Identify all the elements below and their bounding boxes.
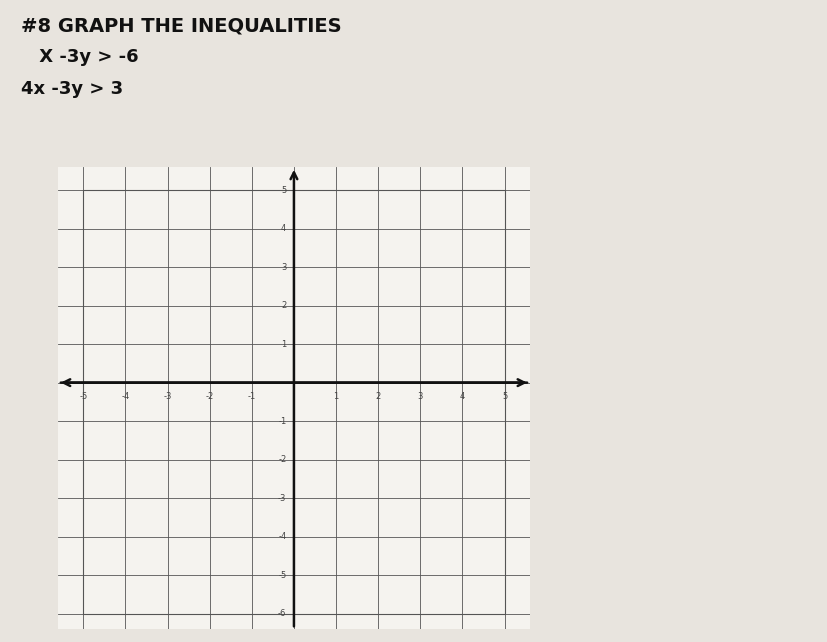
Text: -4: -4 <box>278 532 286 541</box>
Text: -4: -4 <box>121 392 129 401</box>
Text: -1: -1 <box>278 417 286 426</box>
Text: X -3y > -6: X -3y > -6 <box>33 48 139 66</box>
Text: -1: -1 <box>247 392 256 401</box>
Text: -2: -2 <box>278 455 286 464</box>
Text: 3: 3 <box>417 392 423 401</box>
Text: -3: -3 <box>278 494 286 503</box>
Text: -3: -3 <box>163 392 171 401</box>
Text: 5: 5 <box>501 392 507 401</box>
Text: 3: 3 <box>280 263 286 272</box>
Text: -5: -5 <box>79 392 88 401</box>
Text: -5: -5 <box>278 571 286 580</box>
Text: 4x -3y > 3: 4x -3y > 3 <box>21 80 122 98</box>
Text: -2: -2 <box>205 392 213 401</box>
Text: #8 GRAPH THE INEQUALITIES: #8 GRAPH THE INEQUALITIES <box>21 16 341 35</box>
Text: 1: 1 <box>333 392 338 401</box>
Text: 2: 2 <box>280 301 286 310</box>
Text: 4: 4 <box>280 224 286 233</box>
Text: 2: 2 <box>375 392 380 401</box>
Text: 5: 5 <box>280 186 286 195</box>
Text: 4: 4 <box>459 392 465 401</box>
Text: -6: -6 <box>278 609 286 618</box>
Text: 1: 1 <box>280 340 286 349</box>
